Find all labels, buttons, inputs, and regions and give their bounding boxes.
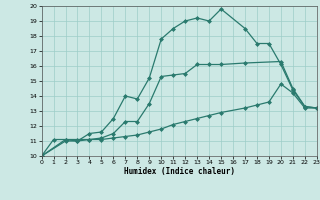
X-axis label: Humidex (Indice chaleur): Humidex (Indice chaleur) [124,167,235,176]
